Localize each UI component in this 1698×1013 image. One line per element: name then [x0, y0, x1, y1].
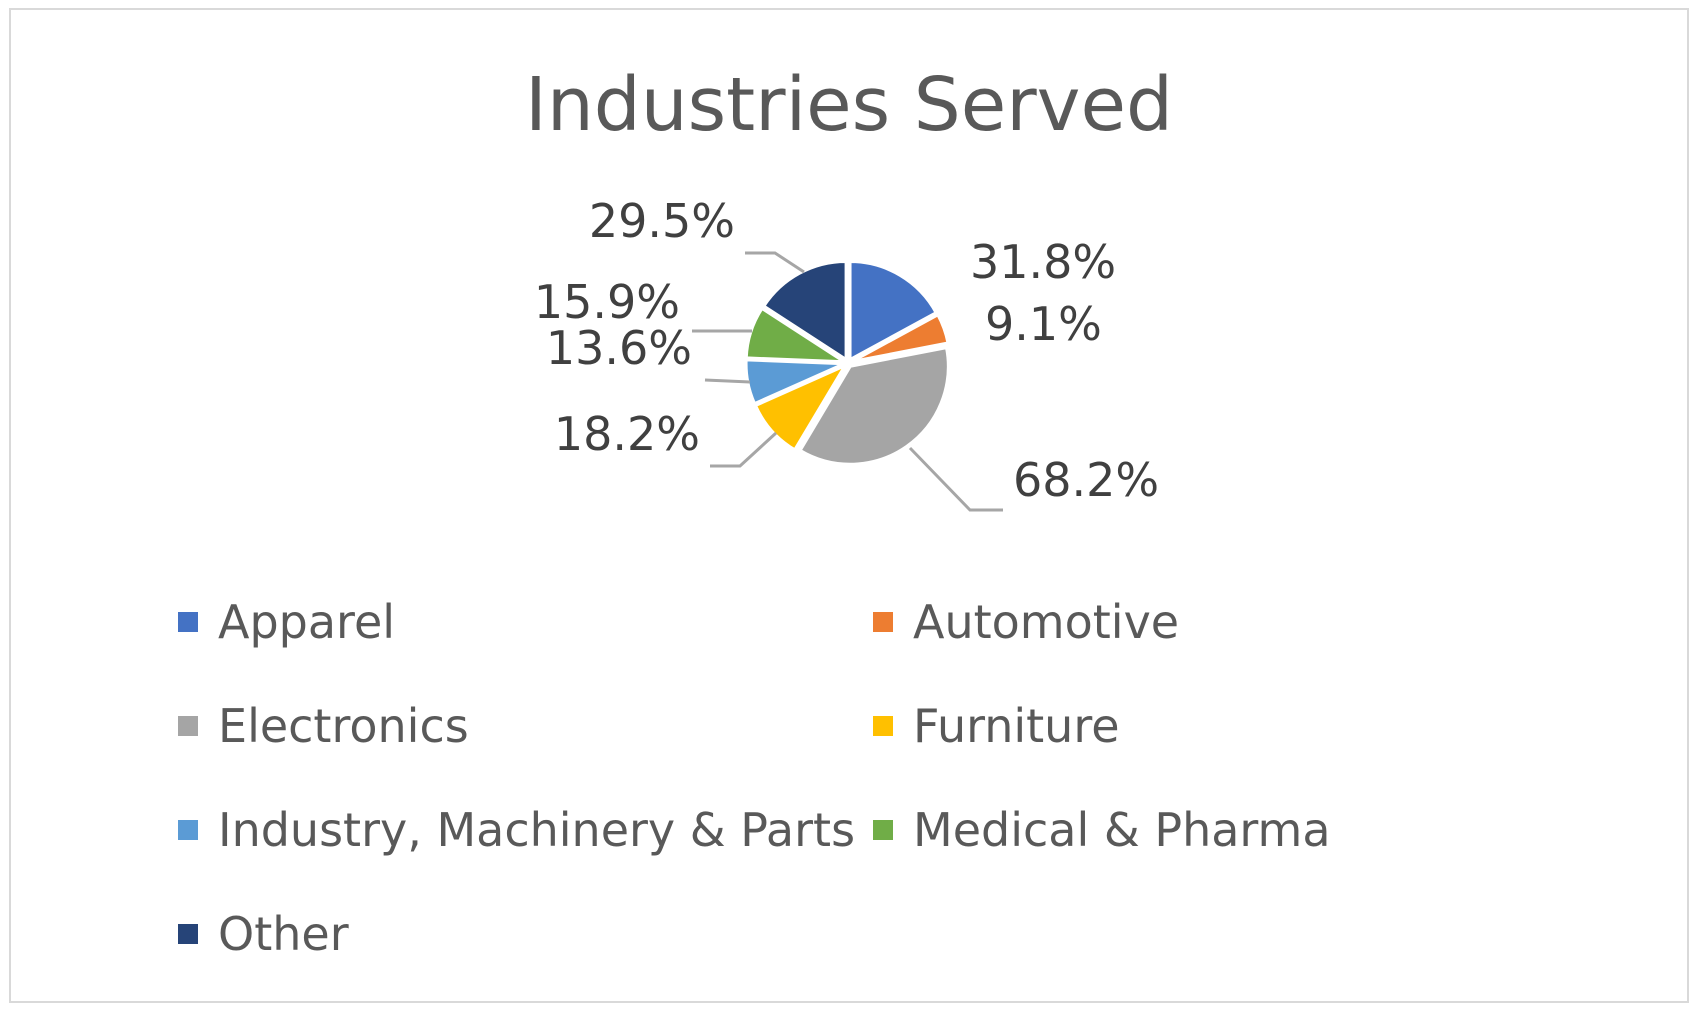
- legend-label: Electronics: [218, 699, 469, 753]
- pie-slice-furniture: [753, 362, 849, 452]
- chart-title: Industries Served: [525, 62, 1173, 148]
- leader-line: [908, 446, 1003, 512]
- legend-item: Industry, Machinery & Parts: [178, 778, 873, 882]
- legend-label: Other: [218, 907, 349, 961]
- data-label: 18.2%: [554, 407, 700, 461]
- leader-line: [710, 431, 778, 468]
- legend-label: Industry, Machinery & Parts: [218, 803, 856, 857]
- legend-swatch: [178, 716, 198, 736]
- legend-label: Medical & Pharma: [913, 803, 1331, 857]
- legend-item: Furniture: [873, 674, 1553, 778]
- data-label: 15.9%: [534, 275, 680, 329]
- legend-swatch: [178, 924, 198, 944]
- legend-item: Medical & Pharma: [873, 778, 1553, 882]
- legend-item: Electronics: [178, 674, 873, 778]
- legend-label: Automotive: [913, 595, 1180, 649]
- legend-swatch: [178, 820, 198, 840]
- legend-swatch: [178, 612, 198, 632]
- data-label: 68.2%: [1013, 453, 1159, 507]
- data-label: 31.8%: [970, 235, 1116, 289]
- data-label: 29.5%: [589, 194, 735, 248]
- legend: Apparel Automotive Electronics Furniture Ind…: [178, 570, 1578, 986]
- pie-slice-electronics: [798, 345, 950, 466]
- legend-label: Furniture: [913, 699, 1120, 753]
- pie-slice-apparel: [848, 260, 939, 363]
- pie-slice-other: [761, 259, 848, 363]
- legend-label: Apparel: [218, 595, 396, 649]
- data-label: 13.6%: [546, 321, 692, 375]
- leader-line: [704, 378, 751, 384]
- chart-frame: [9, 8, 1689, 1003]
- legend-item: Automotive: [873, 570, 1553, 674]
- leader-line: [745, 251, 805, 274]
- legend-swatch: [873, 612, 893, 632]
- pie-slice-automotive: [851, 312, 950, 364]
- data-label: 9.1%: [985, 297, 1102, 351]
- legend-swatch: [873, 820, 893, 840]
- legend-item: Other: [178, 882, 873, 986]
- legend-swatch: [873, 716, 893, 736]
- legend-item: Apparel: [178, 570, 873, 674]
